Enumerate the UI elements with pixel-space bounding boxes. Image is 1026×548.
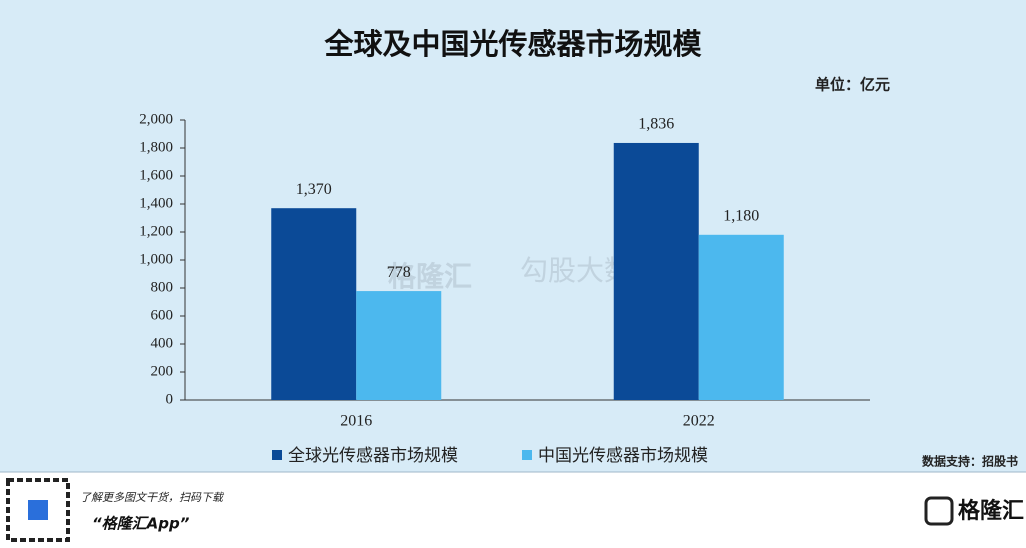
y-tick-label: 1,200 (139, 223, 173, 239)
unit-label: 单位：亿元 (815, 76, 890, 94)
value-label: 778 (387, 264, 411, 281)
qr-logo (28, 500, 48, 520)
y-tick-label: 2,000 (139, 111, 173, 127)
chart-title: 全球及中国光传感器市场规模 (323, 27, 702, 61)
x-tick-label: 2022 (683, 413, 715, 430)
chart-background (0, 0, 1026, 472)
y-tick-label: 1,400 (139, 195, 173, 211)
value-label: 1,836 (638, 116, 674, 133)
legend-swatch (522, 450, 532, 460)
bar (271, 208, 357, 400)
footer-background (0, 472, 1026, 548)
value-label: 1,180 (723, 207, 759, 224)
plot: 0 200 400 600 800 1,000 1,200 1,400 1,600 1,800 2,… (139, 111, 870, 466)
legend-label: 中国光传感器市场规模 (538, 446, 708, 466)
y-tick-label: 600 (151, 307, 174, 323)
y-tick-label: 400 (151, 335, 174, 351)
y-tick-label: 200 (151, 363, 174, 379)
source-note: 数据支持：招股书 (922, 454, 1018, 469)
app-name: “格隆汇App” (92, 515, 190, 533)
x-tick-label: 2016 (340, 413, 372, 430)
y-tick-label: 800 (151, 279, 174, 295)
bar (613, 142, 699, 400)
y-tick-label: 1,600 (139, 167, 173, 183)
y-tick-label: 0 (166, 391, 174, 407)
y-tick-label: 1,000 (139, 251, 173, 267)
bar (698, 234, 784, 400)
promo-text: 了解更多图文干货，扫码下载 (80, 491, 225, 504)
legend-label: 全球光传感器市场规模 (288, 446, 458, 466)
value-label: 1,370 (296, 181, 332, 198)
brand-logo (924, 496, 954, 526)
watermark: 格隆汇 (388, 260, 472, 293)
brand-name: 格隆汇 (958, 498, 1024, 524)
y-tick-label: 1,800 (139, 139, 173, 155)
bar (356, 291, 442, 400)
legend-swatch (272, 450, 282, 460)
